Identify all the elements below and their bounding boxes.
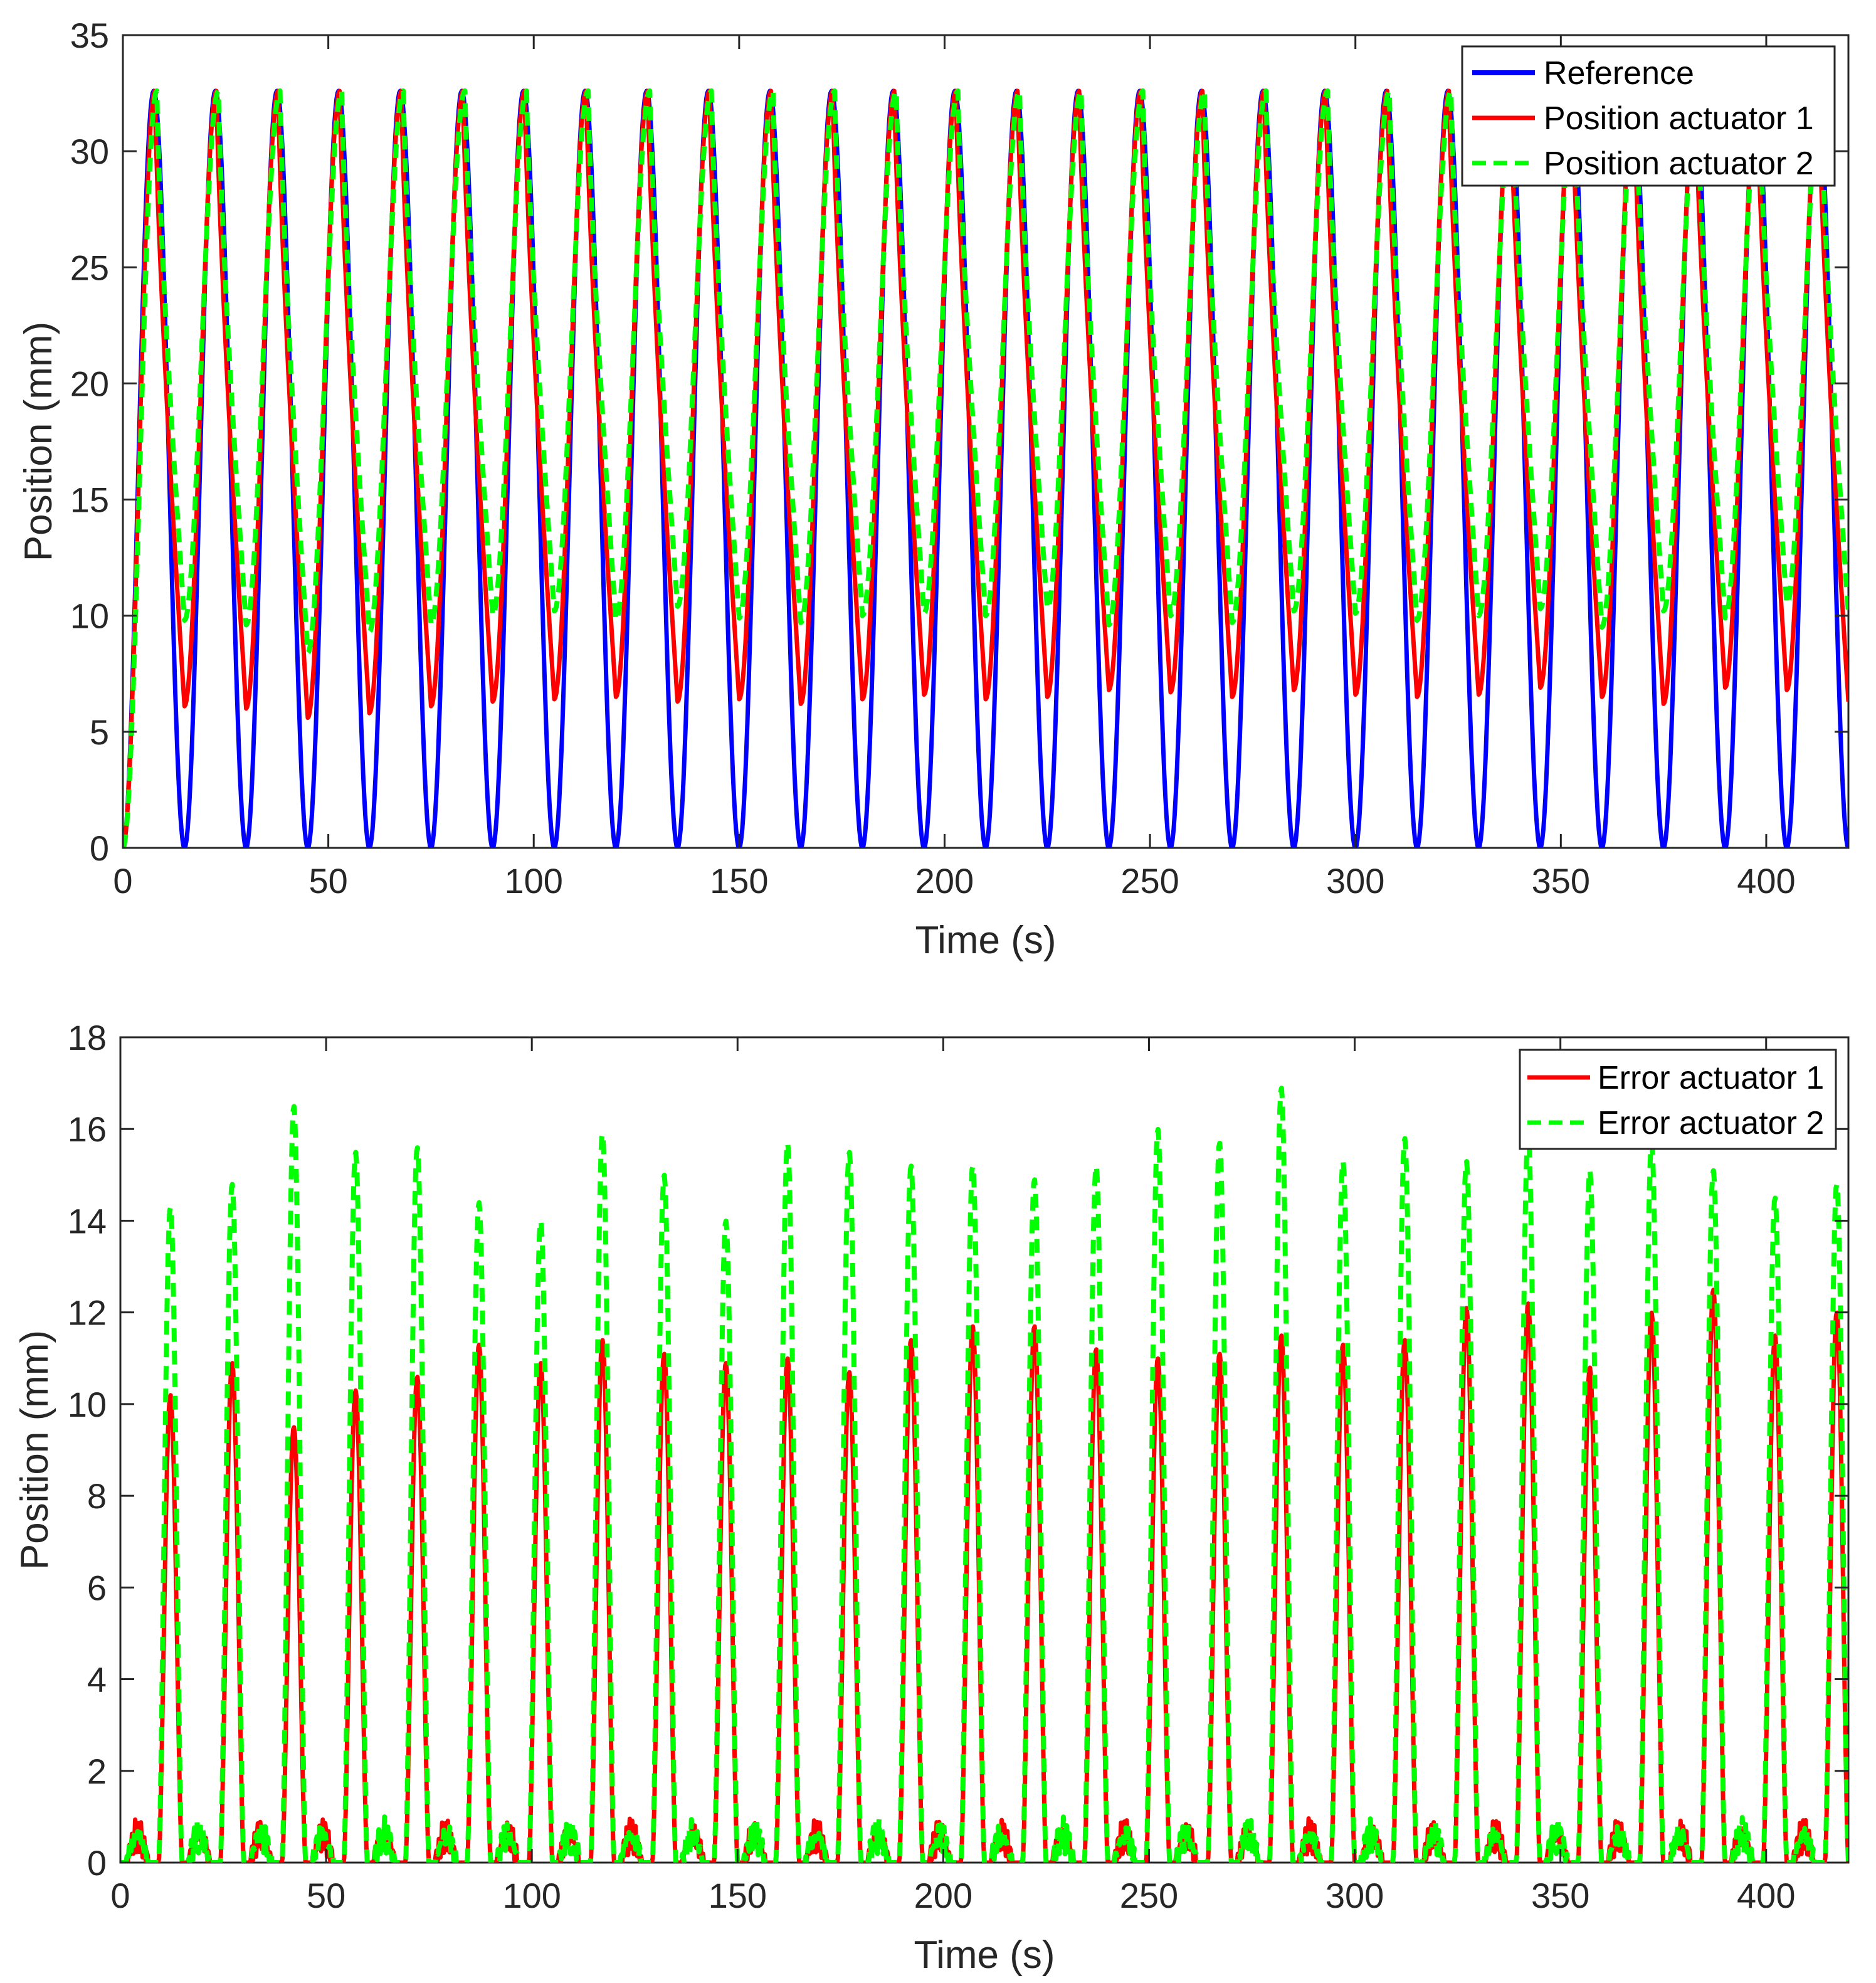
position-plot-ytick-label: 5 (90, 712, 109, 752)
position-plot-ytick-label: 10 (70, 596, 109, 636)
position-plot-xtick-label: 350 (1532, 861, 1590, 901)
error-plot-xtick-label: 300 (1325, 1876, 1384, 1915)
legend-label-error-actuator-1: Error actuator 1 (1598, 1060, 1824, 1096)
error-plot-xtick-label: 50 (307, 1876, 345, 1915)
series-line-position-actuator-2 (123, 88, 1848, 848)
series-line-position-actuator-1 (123, 88, 1848, 848)
error-plot-ytick-label: 16 (68, 1109, 107, 1149)
error-plot-legend: Error actuator 1 Error actuator 2 (1519, 1049, 1837, 1150)
error-plot-ylabel: Position (mm) (13, 1330, 56, 1570)
error-plot-xtick-label: 350 (1531, 1876, 1589, 1915)
error-plot-xtick-label: 400 (1737, 1876, 1795, 1915)
error-plot-ytick-label: 8 (87, 1476, 107, 1516)
series-line-error-actuator-2 (120, 1086, 1848, 1863)
legend-label-position-actuator-2: Position actuator 2 (1544, 145, 1814, 182)
position-plot-ytick-label: 30 (70, 132, 109, 171)
position-plot-ticks: 0 50 100 150 200 250 300 350 400 0 5 10 15 20 25 30 35 (70, 16, 1848, 901)
position-plot: 0 50 100 150 200 250 300 350 400 0 5 10 15 20 25 30 35 T… (17, 16, 1850, 962)
error-plot-ytick-label: 12 (68, 1293, 107, 1333)
error-plot-ytick-label: 4 (87, 1660, 107, 1700)
error-plot-xtick-label: 0 (110, 1876, 130, 1915)
error-plot-ticks: 0 50 100 150 200 250 300 350 400 0 2 4 6 8 10 12 14 16 18 (68, 1018, 1848, 1915)
position-plot-legend: Reference Position actuator 1 Position a… (1461, 45, 1836, 187)
position-plot-ytick-label: 35 (70, 16, 109, 55)
error-plot-legend-box (1519, 1049, 1837, 1150)
error-plot-xtick-label: 250 (1120, 1876, 1178, 1915)
error-plot-xtick-label: 200 (914, 1876, 972, 1915)
error-plot-xlabel: Time (s) (914, 1933, 1055, 1977)
error-plot-ytick-label: 2 (87, 1752, 107, 1791)
error-plot-ytick-label: 18 (68, 1018, 107, 1057)
error-plot-ytick-label: 10 (68, 1385, 107, 1424)
legend-label-error-actuator-2: Error actuator 2 (1598, 1105, 1824, 1141)
error-plot-ytick-label: 0 (87, 1843, 107, 1883)
error-plot-xtick-label: 100 (502, 1876, 561, 1915)
position-plot-xlabel: Time (s) (915, 919, 1057, 962)
position-plot-xtick-label: 100 (505, 861, 563, 901)
position-plot-ytick-label: 25 (70, 248, 109, 287)
position-plot-xtick-label: 400 (1737, 861, 1795, 901)
error-plot-frame (119, 1036, 1850, 1864)
position-plot-xtick-label: 50 (308, 861, 347, 901)
position-plot-ytick-label: 15 (70, 480, 109, 520)
position-plot-xtick-label: 300 (1326, 861, 1384, 901)
position-plot-xtick-label: 150 (710, 861, 768, 901)
position-plot-series (123, 88, 1848, 848)
position-plot-ytick-label: 20 (70, 364, 109, 403)
legend-label-reference: Reference (1544, 55, 1694, 92)
position-plot-ytick-label: 0 (90, 828, 109, 868)
error-plot-ytick-label: 14 (68, 1201, 107, 1240)
error-plot-xtick-label: 150 (709, 1876, 767, 1915)
position-plot-xtick-label: 250 (1120, 861, 1179, 901)
position-plot-ylabel: Position (mm) (17, 322, 60, 561)
position-plot-xtick-label: 0 (113, 861, 132, 901)
position-plot-xtick-label: 200 (915, 861, 974, 901)
legend-label-position-actuator-1: Position actuator 1 (1544, 100, 1814, 137)
error-plot: 0 50 100 150 200 250 300 350 400024681012141618 … (13, 1018, 1850, 1977)
error-plot-ytick-label: 6 (87, 1568, 107, 1607)
error-plot-series (120, 1086, 1848, 1863)
